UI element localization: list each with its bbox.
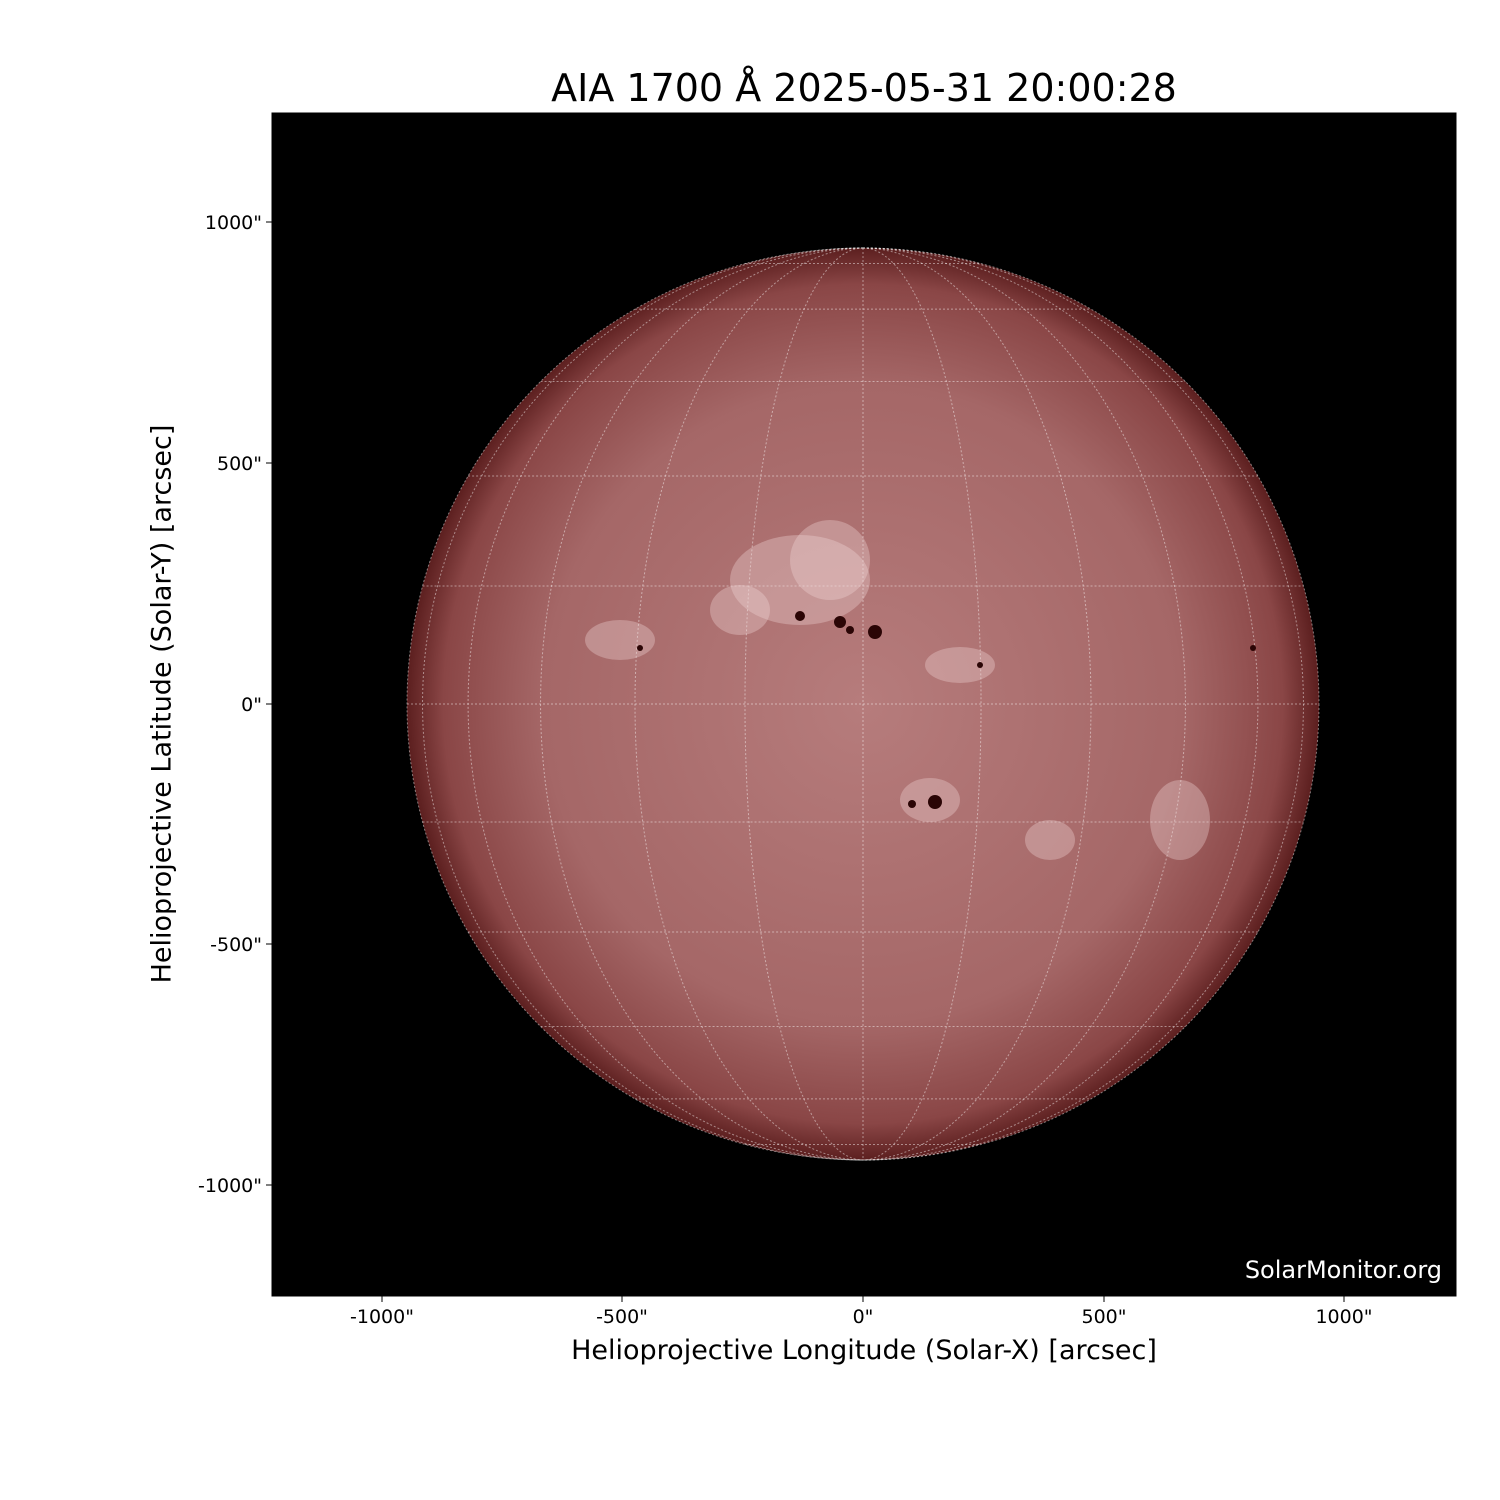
longitude-line (540, 247, 864, 1161)
plage-region (710, 585, 770, 635)
sunspot (928, 795, 942, 809)
watermark: SolarMonitor.org (1244, 1256, 1442, 1284)
sunspot (977, 662, 983, 668)
plage-region (925, 647, 995, 683)
solar-disk (407, 248, 1319, 1160)
y-axis-label: Helioprojective Latitude (Solar-Y) [arcs… (146, 424, 178, 984)
plage-region (730, 535, 870, 625)
y-tick-label: 500" (217, 453, 262, 475)
longitude-line (862, 247, 1092, 1161)
active-regions (585, 520, 1256, 860)
axis-ticks (266, 221, 1345, 1302)
longitude-line (862, 247, 1304, 1161)
x-tick-label: 500" (1081, 1306, 1126, 1328)
x-tick-label: -500" (596, 1306, 648, 1328)
longitude-line (862, 247, 1259, 1161)
plage-region (790, 520, 870, 600)
limb-line (406, 247, 1320, 1161)
y-tick-label: 0" (241, 694, 262, 716)
x-tick-label: 0" (853, 1306, 874, 1328)
longitude-line (634, 247, 864, 1161)
sunspot (1250, 645, 1256, 651)
sunspot (795, 611, 805, 621)
longitude-line (422, 247, 864, 1161)
x-tick-label: -1000" (350, 1306, 414, 1328)
y-tick-label: 1000" (205, 212, 262, 234)
plot-title: AIA 1700 Å 2025-05-31 20:00:28 (551, 66, 1177, 110)
y-tick-label: -1000" (198, 1175, 262, 1197)
sunspot (908, 800, 916, 808)
x-axis-label: Helioprojective Longitude (Solar-X) [arc… (571, 1335, 1157, 1366)
longitude-line (862, 247, 1186, 1161)
sunspot (868, 625, 882, 639)
sunspot (846, 626, 854, 634)
heliographic-grid (406, 247, 1320, 1161)
plage-region (585, 620, 655, 660)
sunspot (834, 616, 846, 628)
y-tick-label: -500" (210, 934, 262, 956)
plage-region (1150, 780, 1210, 860)
x-tick-label: 1000" (1315, 1306, 1372, 1328)
sunspot (637, 645, 643, 651)
plage-region (1025, 820, 1075, 860)
axes-frame (271, 112, 1457, 1297)
longitude-line (467, 247, 864, 1161)
